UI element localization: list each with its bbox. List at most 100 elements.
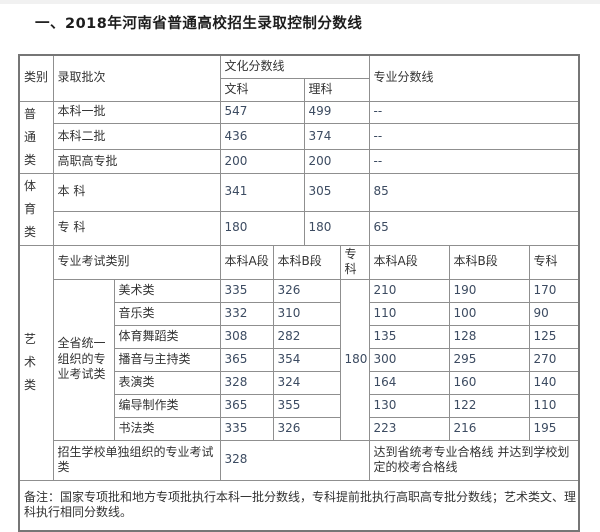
- header-row-1: 类别 录取批次 文化分数线 专业分数线: [18, 54, 580, 102]
- cell-wen-score: 341: [219, 172, 305, 212]
- cell-major-zhuan-score: 195: [528, 416, 580, 441]
- arts-header-ben-b: 本科B段: [272, 244, 341, 280]
- table-row-ordinary-1: 普通类 本科一批 547 499 --: [18, 100, 580, 174]
- cell-b-score: 355: [272, 393, 341, 418]
- cell-major-a-score: 130: [368, 393, 450, 418]
- cell-li-score: 499: [303, 100, 370, 124]
- school-exam-major-requirement: 达到省统考专业合格线 并达到学校划定的校考合格线: [368, 439, 580, 481]
- table-row-ordinary-2: 本科二批 436 374 --: [19, 122, 580, 151]
- cell-major-score: --: [368, 100, 580, 124]
- table-row-sports-2: 专 科 180 180 65: [19, 210, 580, 246]
- top-gray-strip: [0, 0, 600, 4]
- cell-major-a-score: 110: [368, 301, 450, 326]
- cell-a-score: 332: [219, 301, 274, 326]
- col-header-liberal-arts: 文科: [219, 77, 305, 102]
- cell-batch: 专 科: [52, 210, 221, 246]
- section-label-ordinary-text: 普通类: [24, 106, 37, 167]
- cell-major-b-score: 295: [448, 347, 530, 372]
- cell-art-type: 美术类: [113, 278, 221, 303]
- cell-major-b-score: 100: [448, 301, 530, 326]
- cell-b-score: 324: [272, 370, 341, 395]
- cell-b-score: 282: [272, 324, 341, 349]
- table-row-arts-2: 音乐类 332 310 110 100 90: [19, 301, 580, 326]
- cell-a-score: 365: [219, 347, 274, 372]
- section-label-sports-text: 体育类: [24, 178, 37, 239]
- cell-b-score: 310: [272, 301, 341, 326]
- cell-art-type: 表演类: [113, 370, 221, 395]
- section-label-arts: 艺术类: [18, 244, 54, 481]
- section-label-arts-text: 艺术类: [24, 332, 37, 393]
- table-row-arts-5: 表演类 328 324 164 160 140: [19, 370, 580, 395]
- cell-major-score: --: [368, 149, 580, 174]
- table-row-arts-4: 播音与主持类 365 354 300 295 270: [19, 347, 580, 372]
- cell-major-zhuan-score: 270: [528, 347, 580, 372]
- cell-major-a-score: 135: [368, 324, 450, 349]
- cell-major-b-score: 216: [448, 416, 530, 441]
- cell-li-score: 305: [303, 172, 370, 212]
- cell-major-zhuan-score: 110: [528, 393, 580, 418]
- cell-li-score: 180: [303, 210, 370, 246]
- cell-zhuan-merged-score: 180: [339, 278, 370, 441]
- table-row-arts-6: 编导制作类 365 355 130 122 110: [19, 393, 580, 418]
- table-row-arts-1: 全省统一组织的专业考试类 美术类 335 326 180 210 190 170: [19, 278, 580, 441]
- cell-major-zhuan-score: 140: [528, 370, 580, 395]
- cell-b-score: 326: [272, 416, 341, 441]
- cell-major-a-score: 223: [368, 416, 450, 441]
- school-exam-label: 招生学校单独组织的专业考试类: [52, 439, 221, 481]
- col-header-science: 理科: [303, 77, 370, 102]
- cell-a-score: 335: [219, 416, 274, 441]
- cell-major-a-score: 164: [368, 370, 450, 395]
- col-header-major-line: 专业分数线: [368, 54, 580, 102]
- cell-art-type: 音乐类: [113, 301, 221, 326]
- arts-header-major-ben-b: 本科B段: [448, 244, 530, 280]
- cell-major-a-score: 210: [368, 278, 450, 303]
- cell-major-score: 65: [368, 210, 580, 246]
- cell-wen-score: 180: [219, 210, 305, 246]
- arts-unified-exam-label: 全省统一组织的专业考试类: [52, 278, 115, 441]
- arts-header-ben-a: 本科A段: [219, 244, 274, 280]
- arts-header-major-zhuan: 专科: [528, 244, 580, 280]
- note-text: 备注：国家专项批和地方专项批执行本科一批分数线，专科提前批执行高职高专批分数线；…: [18, 479, 580, 532]
- cell-major-zhuan-score: 170: [528, 278, 580, 303]
- cell-batch: 高职高专批: [52, 149, 221, 174]
- cell-a-score: 328: [219, 370, 274, 395]
- section-label-ordinary: 普通类: [18, 100, 54, 174]
- table-row-note: 备注：国家专项批和地方专项批执行本科一批分数线，专科提前批执行高职高专批分数线；…: [18, 479, 580, 532]
- table-row-ordinary-3: 高职高专批 200 200 --: [19, 149, 580, 174]
- cell-li-score: 200: [303, 149, 370, 174]
- table-row-school-exam: 招生学校单独组织的专业考试类 328 达到省统考专业合格线 并达到学校划定的校考…: [19, 439, 580, 481]
- cell-a-score: 365: [219, 393, 274, 418]
- arts-header-major-ben-a: 本科A段: [368, 244, 450, 280]
- arts-header-row: 艺术类 专业考试类别 本科A段 本科B段 专科 本科A段 本科B段 专科: [18, 244, 580, 481]
- cell-major-zhuan-score: 125: [528, 324, 580, 349]
- school-exam-culture-score: 328: [219, 439, 370, 481]
- cell-wen-score: 547: [219, 100, 305, 124]
- cell-major-b-score: 190: [448, 278, 530, 303]
- cell-wen-score: 436: [219, 122, 305, 151]
- cell-major-a-score: 300: [368, 347, 450, 372]
- score-line-table: 类别 录取批次 文化分数线 专业分数线 文科 理科 普通类 本科一批 547 4…: [18, 54, 581, 532]
- col-header-culture-line: 文化分数线: [219, 54, 370, 79]
- cell-art-type: 播音与主持类: [113, 347, 221, 372]
- cell-b-score: 326: [272, 278, 341, 303]
- arts-header-zhuan: 专科: [339, 244, 370, 280]
- cell-major-b-score: 160: [448, 370, 530, 395]
- cell-art-type: 编导制作类: [113, 393, 221, 418]
- cell-art-type: 书法类: [113, 416, 221, 441]
- cell-major-zhuan-score: 90: [528, 301, 580, 326]
- cell-wen-score: 200: [219, 149, 305, 174]
- header-row-2: 文科 理科: [19, 77, 579, 102]
- section-label-sports: 体育类: [18, 172, 54, 246]
- cell-major-score: 85: [368, 172, 580, 212]
- cell-major-b-score: 128: [448, 324, 530, 349]
- page-title: 一、2018年河南省普通高校招生录取控制分数线: [35, 16, 363, 32]
- cell-major-score: --: [368, 122, 580, 151]
- col-header-batch: 录取批次: [52, 54, 221, 102]
- cell-batch: 本 科: [52, 172, 221, 212]
- cell-a-score: 308: [219, 324, 274, 349]
- cell-li-score: 374: [303, 122, 370, 151]
- cell-a-score: 335: [219, 278, 274, 303]
- cell-batch: 本科一批: [52, 100, 221, 124]
- cell-batch: 本科二批: [52, 122, 221, 151]
- arts-header-exam-type: 专业考试类别: [52, 244, 221, 280]
